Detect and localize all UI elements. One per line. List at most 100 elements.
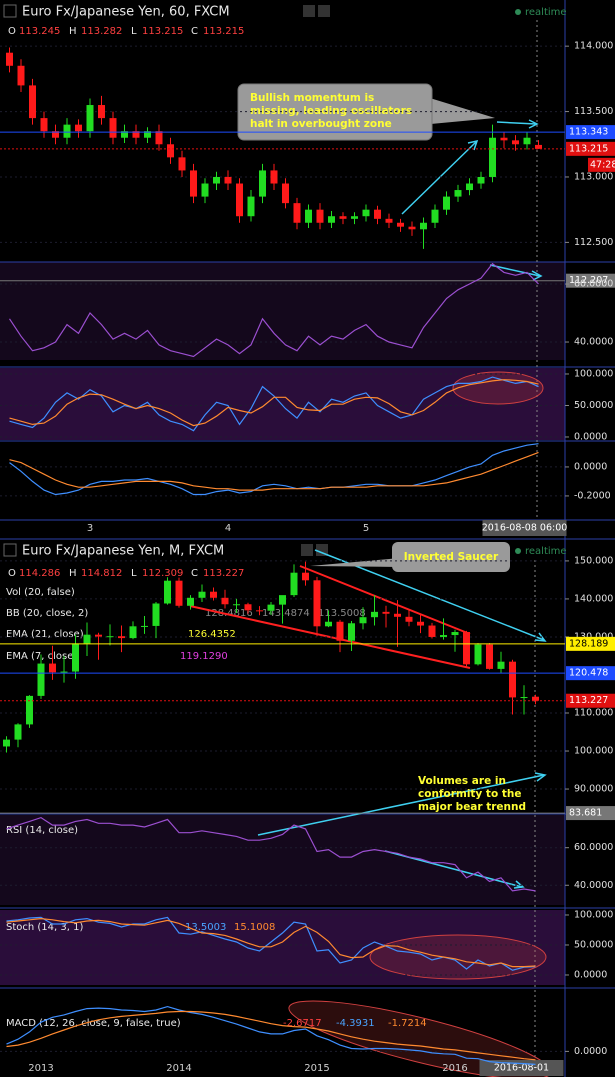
price-tag xyxy=(566,693,615,708)
candle-body xyxy=(328,216,335,223)
indicator-label: Stoch (14, 3, 1) xyxy=(6,922,83,933)
candle-body xyxy=(535,144,542,149)
annotation: missing, leading oscillators xyxy=(250,105,412,117)
panel-bg xyxy=(0,815,565,905)
status-dot xyxy=(515,548,521,554)
indicator-value: 126.4352 xyxy=(188,629,236,640)
candle-body xyxy=(187,597,194,606)
candle-body xyxy=(37,663,45,696)
ohlc-label: O xyxy=(8,26,16,37)
candle-body xyxy=(155,131,163,145)
indicator-label: RSI (14, close) xyxy=(6,825,78,836)
x-tick-label: 2015 xyxy=(304,1063,329,1074)
y-tick-label: 40.0000 xyxy=(574,337,613,348)
x-label-box xyxy=(482,520,567,536)
candle-body xyxy=(121,131,128,138)
icon[interactable] xyxy=(3,543,17,557)
candle-body xyxy=(267,604,275,611)
candle-body xyxy=(72,643,79,672)
ohlc-label: O xyxy=(8,568,16,579)
candle-body xyxy=(420,222,427,230)
y-tick-label: 60.0000 xyxy=(574,279,613,290)
candle-body xyxy=(374,209,381,219)
x-tick-label: 3 xyxy=(87,523,93,534)
candle-body xyxy=(313,580,321,627)
candle-body xyxy=(40,118,48,132)
y-tick-label: 100.000 xyxy=(574,368,613,379)
candle-body xyxy=(316,209,324,223)
y-tick-label: 40.0000 xyxy=(574,880,613,891)
candle-body xyxy=(175,580,183,606)
price-tag xyxy=(566,636,615,651)
price-tag-label: 83.681 xyxy=(569,808,602,819)
ohlc-label: L xyxy=(131,26,137,37)
ohlc-value: 114.812 xyxy=(81,568,122,579)
price-tag-label: 113.343 xyxy=(569,127,608,138)
icon[interactable] xyxy=(301,544,313,556)
icon[interactable] xyxy=(316,544,328,556)
icon[interactable] xyxy=(318,5,330,17)
indicator-line xyxy=(9,451,539,491)
ohlc-label: L xyxy=(131,568,137,579)
indicator-line xyxy=(6,1005,536,1065)
indicator-line xyxy=(8,262,539,358)
y-tick-label: 100.000 xyxy=(574,909,613,920)
candle-body xyxy=(359,617,367,624)
price-tag xyxy=(566,125,615,140)
ohlc-value: 113.215 xyxy=(142,26,183,37)
price-tag-label: 128.189 xyxy=(569,638,608,649)
candle-body xyxy=(152,603,160,626)
countdown: 47:28 xyxy=(590,159,615,170)
candle-body xyxy=(233,604,240,606)
indicator-value: 13.5003 xyxy=(185,922,226,933)
indicator-value: 113.5008 xyxy=(318,608,366,619)
y-tick-label: 60.0000 xyxy=(574,842,613,853)
y-tick-label: 0.0000 xyxy=(574,461,607,472)
candle-body xyxy=(466,183,473,191)
candle-body xyxy=(405,616,413,622)
candle-body xyxy=(290,572,298,596)
candle-body xyxy=(279,595,286,605)
candle-body xyxy=(362,209,370,217)
candle-body xyxy=(63,124,71,138)
candle-body xyxy=(474,644,482,665)
ohlc-label: C xyxy=(191,568,198,579)
candle-body xyxy=(259,170,266,197)
indicator-line xyxy=(9,379,539,427)
candle-body xyxy=(98,105,105,119)
highlight xyxy=(452,371,544,405)
indicator-value: -4.3931 xyxy=(336,1018,375,1029)
status: realtime xyxy=(525,7,567,18)
candle-body xyxy=(141,625,148,627)
candle-body xyxy=(49,663,56,673)
ohlc-value: 114.286 xyxy=(19,568,60,579)
trend-arrows xyxy=(401,119,543,281)
x-tick-label: 2016-08-01 xyxy=(494,1063,549,1074)
icon[interactable] xyxy=(3,4,17,18)
annotation: Bullish momentum is xyxy=(250,92,374,104)
indicator-value: 128.4816 xyxy=(205,608,253,619)
candle-body xyxy=(86,105,94,132)
callout xyxy=(392,542,510,572)
candle-body xyxy=(83,634,91,644)
candle-body xyxy=(14,724,22,740)
y-tick-label: 110.000 xyxy=(574,708,613,719)
candle-body xyxy=(497,661,505,669)
price-tag xyxy=(566,273,615,288)
candle-body xyxy=(385,218,393,223)
candle-body xyxy=(451,632,459,636)
callout-pointer xyxy=(420,95,495,125)
icon[interactable] xyxy=(303,5,315,17)
price-tag-label: 120.478 xyxy=(569,668,608,679)
candle-body xyxy=(394,613,401,617)
candle-body xyxy=(417,621,424,626)
indicator-line xyxy=(6,1010,536,1061)
indicator-value: 143.4874 xyxy=(262,608,310,619)
ohlc-value: 113.245 xyxy=(19,26,60,37)
status-dot xyxy=(515,9,521,15)
indicator-line xyxy=(6,816,536,892)
ohlc-label: H xyxy=(69,568,77,579)
candle-body xyxy=(224,176,232,184)
highlight xyxy=(369,934,547,980)
